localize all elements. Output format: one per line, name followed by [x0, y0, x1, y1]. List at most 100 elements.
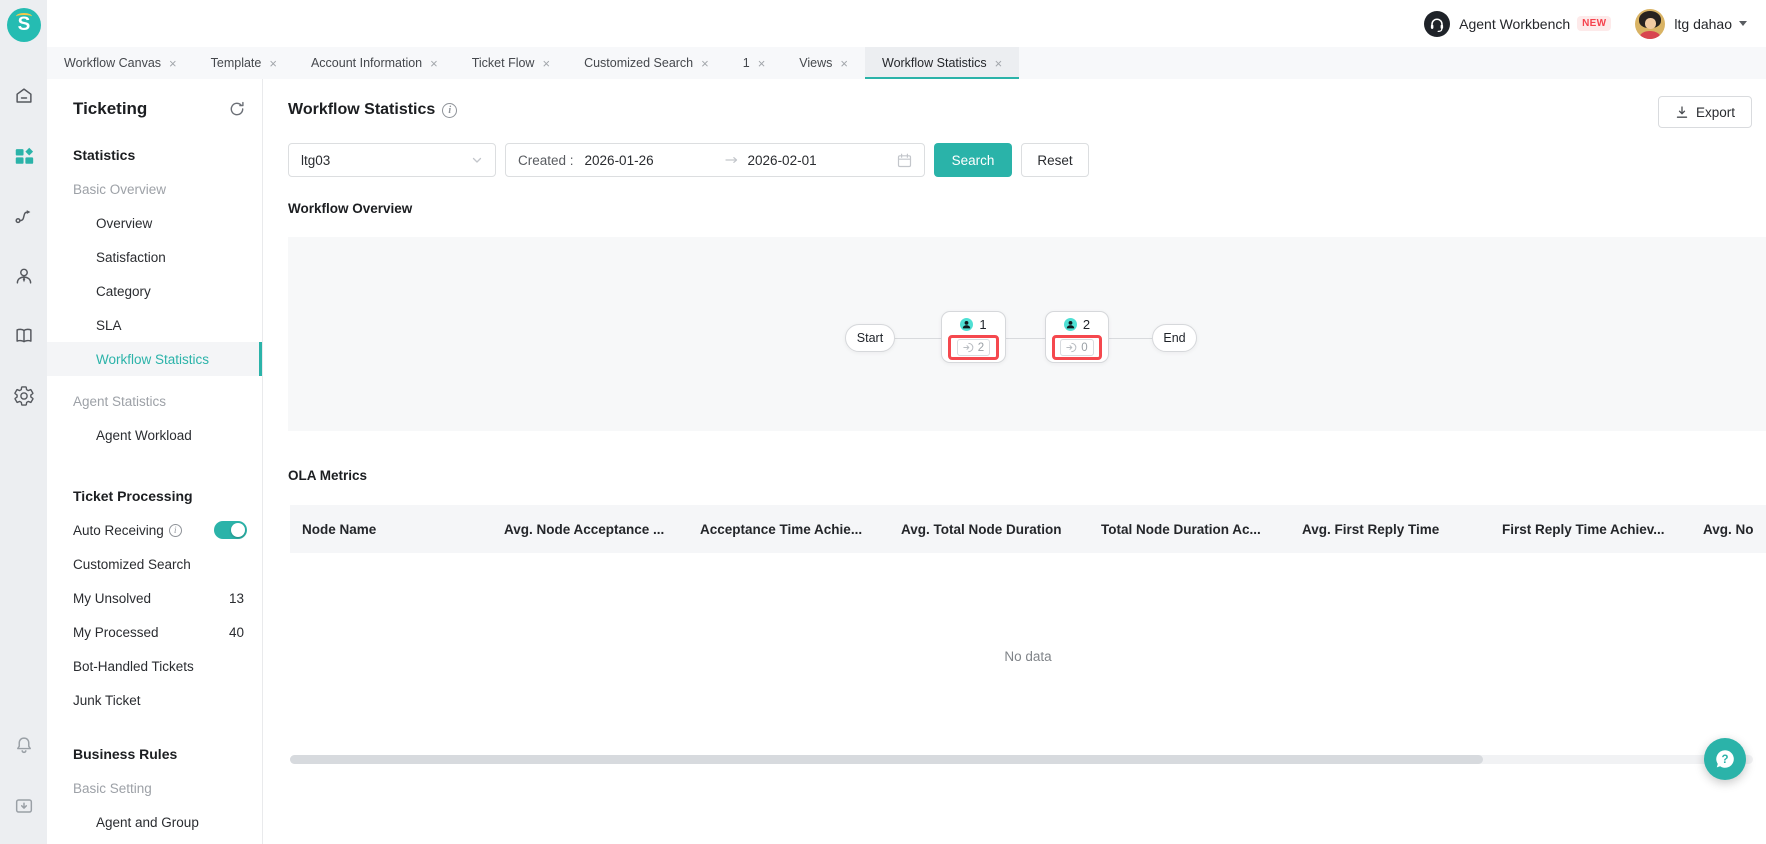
info-icon[interactable]: i — [442, 102, 458, 118]
date-to-value[interactable]: 2026-02-01 — [747, 152, 817, 168]
workflow-icon[interactable] — [0, 196, 47, 236]
tab-views[interactable]: Views × — [782, 47, 865, 79]
node-ticket-count: 0 — [1060, 339, 1094, 356]
notifications-bell-icon[interactable] — [0, 725, 47, 765]
sidebar-item-satisfaction[interactable]: Satisfaction — [47, 240, 262, 274]
chevron-down-icon[interactable] — [1739, 21, 1747, 26]
filter-bar: ltg03 Created : 2026-01-26 2026-02-01 Se… — [288, 143, 1089, 177]
sidebar-item-customized-search[interactable]: Customized Search — [47, 547, 262, 581]
close-icon[interactable]: × — [840, 55, 848, 71]
flow-end-node[interactable]: End — [1152, 324, 1197, 352]
flow-start-node[interactable]: Start — [845, 324, 895, 352]
sidebar-item-my-processed[interactable]: My Processed 40 — [47, 615, 262, 649]
item-label: Agent Workload — [96, 427, 192, 443]
column-header: Avg. Total Node Duration — [901, 521, 1062, 537]
item-label: Bot-Handled Tickets — [73, 658, 194, 674]
ola-metrics-title: OLA Metrics — [288, 468, 368, 483]
close-icon[interactable]: × — [269, 55, 277, 71]
item-label: Junk Ticket — [73, 692, 141, 708]
item-label: Customized Search — [73, 556, 191, 572]
knowledge-icon[interactable] — [0, 316, 47, 356]
close-icon[interactable]: × — [430, 55, 438, 71]
sidebar-item-my-unsolved[interactable]: My Unsolved 13 — [47, 581, 262, 615]
agent-badge-icon — [1063, 318, 1077, 331]
refresh-icon[interactable] — [229, 101, 245, 117]
created-date-range-picker[interactable]: Created : 2026-01-26 2026-02-01 — [505, 143, 925, 177]
enter-node-icon — [1066, 342, 1077, 353]
sidebar-item-junk-ticket[interactable]: Junk Ticket — [47, 683, 262, 717]
sidebar-item-agent-workload[interactable]: Agent Workload — [47, 418, 262, 452]
workflow-diagram-canvas[interactable] — [288, 237, 1766, 431]
date-from-value[interactable]: 2026-01-26 — [584, 152, 654, 168]
node-name: 1 — [979, 317, 987, 332]
sidebar-item-agent-and-group[interactable]: Agent and Group — [47, 805, 262, 839]
group-label: Basic Overview — [73, 181, 167, 197]
app-rail: S — [0, 0, 47, 844]
avatar[interactable] — [1635, 8, 1666, 39]
item-label: SLA — [96, 317, 122, 333]
sidebar-item-sla[interactable]: SLA — [47, 308, 262, 342]
topbar: Agent Workbench NEW ltg dahao — [47, 0, 1766, 47]
section-label: Statistics — [73, 147, 136, 163]
sidebar-title-text: Ticketing — [73, 99, 148, 118]
group-label: Basic Setting — [73, 780, 152, 796]
tab-customized-search[interactable]: Customized Search × — [567, 47, 726, 79]
flow-node-1[interactable]: 1 2 — [941, 311, 1006, 363]
workspace-icon[interactable] — [0, 136, 47, 176]
export-button[interactable]: Export — [1657, 96, 1752, 128]
home-icon[interactable] — [0, 76, 47, 116]
auto-receiving-toggle[interactable] — [214, 521, 247, 539]
close-icon[interactable]: × — [542, 55, 551, 71]
close-icon[interactable]: × — [701, 55, 709, 71]
tab-label: Workflow Canvas — [64, 56, 162, 70]
my-unsolved-count: 13 — [228, 590, 244, 606]
sidebar-item-category[interactable]: Category — [47, 274, 262, 308]
node-ticket-count: 2 — [956, 339, 991, 356]
downloads-tray-icon[interactable] — [0, 786, 47, 826]
section-label: Business Rules — [73, 746, 178, 762]
column-header: Total Node Duration Ac... — [1101, 521, 1261, 537]
page-title-text: Workflow Statistics — [288, 101, 436, 118]
sidebar-group-basic-overview[interactable]: Basic Overview — [47, 172, 262, 206]
sidebar-group-agent-statistics[interactable]: Agent Statistics — [47, 384, 262, 418]
avatar-shirt — [1640, 30, 1661, 39]
close-icon[interactable]: × — [994, 55, 1003, 71]
flow-node-2[interactable]: 2 0 — [1045, 311, 1109, 363]
horizontal-scrollbar-thumb[interactable] — [290, 755, 1483, 764]
ticketing-sidebar: Ticketing Statistics Basic Overview Over… — [47, 79, 263, 844]
sidebar-group-basic-setting[interactable]: Basic Setting — [47, 771, 262, 805]
column-header: Node Name — [302, 521, 377, 537]
customer-icon[interactable] — [0, 256, 47, 296]
flow-connector — [1006, 338, 1045, 339]
user-menu[interactable]: ltg dahao — [1674, 15, 1732, 32]
download-icon — [1676, 106, 1688, 118]
help-button[interactable]: ? — [1704, 738, 1746, 780]
tab-account-information[interactable]: Account Information × — [294, 47, 455, 79]
tab-workflow-statistics[interactable]: Workflow Statistics × — [865, 47, 1020, 79]
column-header: First Reply Time Achiev... — [1502, 521, 1665, 537]
close-icon[interactable]: × — [169, 55, 177, 71]
reset-button[interactable]: Reset — [1021, 143, 1089, 177]
sidebar-item-bot-handled-tickets[interactable]: Bot-Handled Tickets — [47, 649, 262, 683]
info-icon[interactable]: i — [168, 523, 182, 537]
tab-template[interactable]: Template × — [194, 47, 294, 79]
agent-workbench-link[interactable]: Agent Workbench — [1459, 15, 1571, 32]
search-button[interactable]: Search — [934, 143, 1012, 177]
export-label: Export — [1695, 104, 1735, 120]
tab-1[interactable]: 1 × — [726, 47, 783, 79]
column-header: Acceptance Time Achie... — [700, 521, 863, 537]
sobot-logo[interactable]: S — [7, 8, 41, 42]
settings-gear-icon[interactable] — [0, 376, 47, 416]
sidebar-item-overview[interactable]: Overview — [47, 206, 262, 240]
close-icon[interactable]: × — [757, 55, 766, 71]
sidebar-item-workflow-statistics[interactable]: Workflow Statistics — [47, 342, 262, 376]
node-header: 1 — [942, 317, 1005, 332]
horizontal-scrollbar-track[interactable] — [290, 755, 1753, 764]
agent-workbench-icon — [1424, 10, 1451, 37]
tab-ticket-flow[interactable]: Ticket Flow × — [455, 47, 567, 79]
tab-workflow-canvas[interactable]: Workflow Canvas × — [47, 47, 194, 79]
main-content: Workflow Statistics i Export ltg03 Creat… — [263, 79, 1766, 844]
workflow-select[interactable]: ltg03 — [288, 143, 496, 177]
ola-table-header: Node Name Avg. Node Acceptance ... Accep… — [290, 505, 1766, 553]
item-label: My Processed — [73, 624, 159, 640]
